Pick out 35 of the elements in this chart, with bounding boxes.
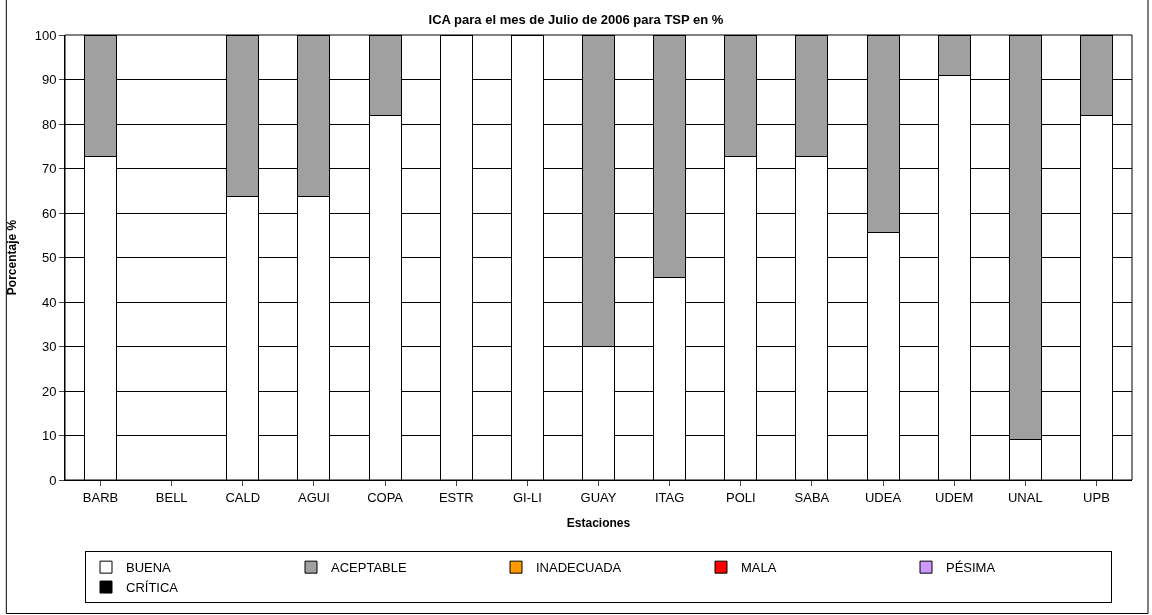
legend-label: PÉSIMA <box>946 560 996 576</box>
x-tick-label: SABA <box>794 489 830 505</box>
y-axis-title: Porcentaje % <box>5 219 19 296</box>
y-tick-label: 70 <box>41 161 57 177</box>
x-tick-label: COPA <box>367 489 404 505</box>
x-tick-label: CALD <box>225 489 261 505</box>
x-tick-label: BARB <box>82 489 119 505</box>
x-tick-label: ITAG <box>654 489 685 505</box>
x-tick-label: AGUI <box>298 489 330 505</box>
x-tick-label: UDEA <box>864 489 902 505</box>
y-tick-label: 60 <box>41 205 57 221</box>
legend-label: INADECUADA <box>536 560 622 576</box>
y-tick-label: 100 <box>34 27 57 43</box>
x-tick-label: BELL <box>155 489 188 505</box>
y-tick-label: 80 <box>41 116 57 132</box>
y-tick-label: 50 <box>41 250 57 266</box>
legend-label: ACEPTABLE <box>331 560 407 576</box>
x-tick-label: UNAL <box>1007 489 1043 505</box>
legend-label: CRÍTICA <box>126 580 179 596</box>
x-tick-label: UDEM <box>935 489 974 505</box>
legend-label: MALA <box>741 560 777 576</box>
y-tick-label: 0 <box>49 472 57 488</box>
y-tick-label: 20 <box>41 383 57 399</box>
y-tick-label: 10 <box>41 428 57 444</box>
x-axis-title: Estaciones <box>566 516 631 531</box>
chart-title: ICA para el mes de Julio de 2006 para TSP en % <box>428 12 724 28</box>
x-tick-label: GUAY <box>580 489 617 505</box>
x-tick-label: UPB <box>1083 489 1110 505</box>
y-tick-label: 30 <box>41 339 57 355</box>
y-tick-label: 90 <box>41 72 57 88</box>
x-tick-label: ESTR <box>438 489 474 505</box>
y-tick-label: 40 <box>41 294 57 310</box>
x-tick-label: POLI <box>725 489 756 505</box>
x-tick-label: GI-LI <box>512 489 542 505</box>
legend-label: BUENA <box>126 560 172 576</box>
